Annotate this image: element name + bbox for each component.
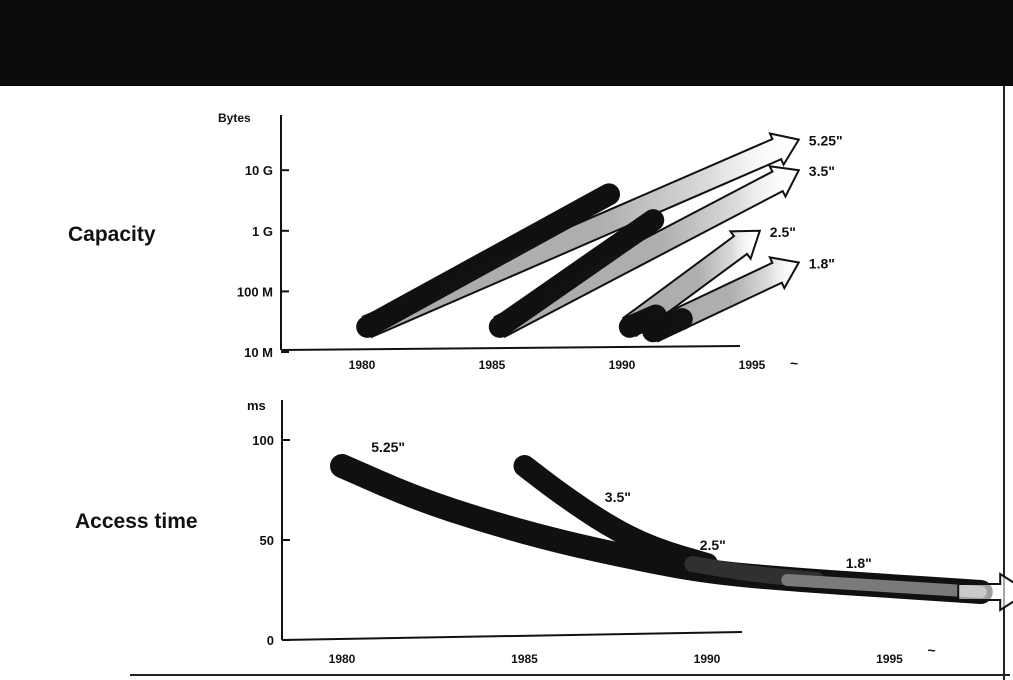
capacity-x-tick-label: 1985 (479, 358, 506, 372)
access-trend-arrow (957, 572, 1013, 612)
access-x-axis (281, 631, 743, 641)
access-time-label: Access time (75, 510, 198, 533)
capacity-series-2: 3.5" (488, 163, 835, 338)
access-series-label: 5.25" (371, 439, 405, 455)
capacity-y-tick-label: 100 M (237, 284, 273, 299)
access-series-label: 2.5" (700, 537, 726, 553)
capacity-x-axis-continuation: ~ (790, 355, 798, 371)
capacity-series-label: 2.5" (770, 224, 796, 240)
access-series-label: 1.8" (846, 555, 872, 571)
access-series-2: 3.5" (513, 455, 718, 575)
capacity-y-axis-title: Bytes (218, 111, 251, 125)
access-series-1: 5.25" (330, 439, 993, 604)
capacity-series-arrow (647, 256, 801, 343)
capacity-x-tick-label: 1995 (739, 358, 766, 372)
capacity-series-label: 5.25" (809, 133, 843, 149)
bottom-rule (130, 674, 1010, 676)
slide-frame (0, 86, 1005, 680)
access-y-tick-label: 50 (260, 533, 274, 548)
access-series-curve (330, 454, 993, 604)
capacity-series-arrow (361, 132, 801, 339)
capacity-x-tick-label: 1990 (609, 358, 636, 372)
capacity-series-arrow (621, 229, 762, 338)
access-y-tick-label: 0 (267, 633, 274, 648)
capacity-label: Capacity (68, 223, 156, 246)
access-series-label: 3.5" (605, 489, 631, 505)
access-x-tick-label: 1995 (876, 652, 903, 666)
access-series-curve (513, 455, 718, 575)
access-x-axis-continuation: ~ (928, 642, 936, 658)
capacity-series-4: 1.8" (642, 255, 835, 343)
capacity-series-label: 3.5" (809, 163, 835, 179)
capacity-y-tick-label: 1 G (252, 224, 273, 239)
capacity-x-tick-label: 1980 (349, 358, 376, 372)
access-x-tick-label: 1980 (329, 652, 356, 666)
capacity-series-label: 1.8" (809, 255, 835, 271)
capacity-series-arrow (493, 165, 801, 338)
access-x-tick-label: 1985 (511, 652, 538, 666)
access-time-chart: ms 0 50 100 1980 1985 1990 1995 ~ 5.25" 3.5" 2.5"… (247, 398, 1013, 666)
slide-title-bar (0, 0, 1013, 86)
access-y-axis-title: ms (247, 398, 266, 413)
capacity-series-1: 5.25" (356, 132, 843, 339)
access-arrowhead (957, 572, 1013, 612)
capacity-x-axis (280, 345, 741, 351)
capacity-y-tick-label: 10 G (245, 163, 273, 178)
capacity-series-3: 2.5" (618, 224, 796, 338)
access-x-tick-label: 1990 (694, 652, 721, 666)
capacity-y-tick-label: 10 M (244, 345, 273, 360)
access-y-tick-label: 100 (252, 433, 274, 448)
